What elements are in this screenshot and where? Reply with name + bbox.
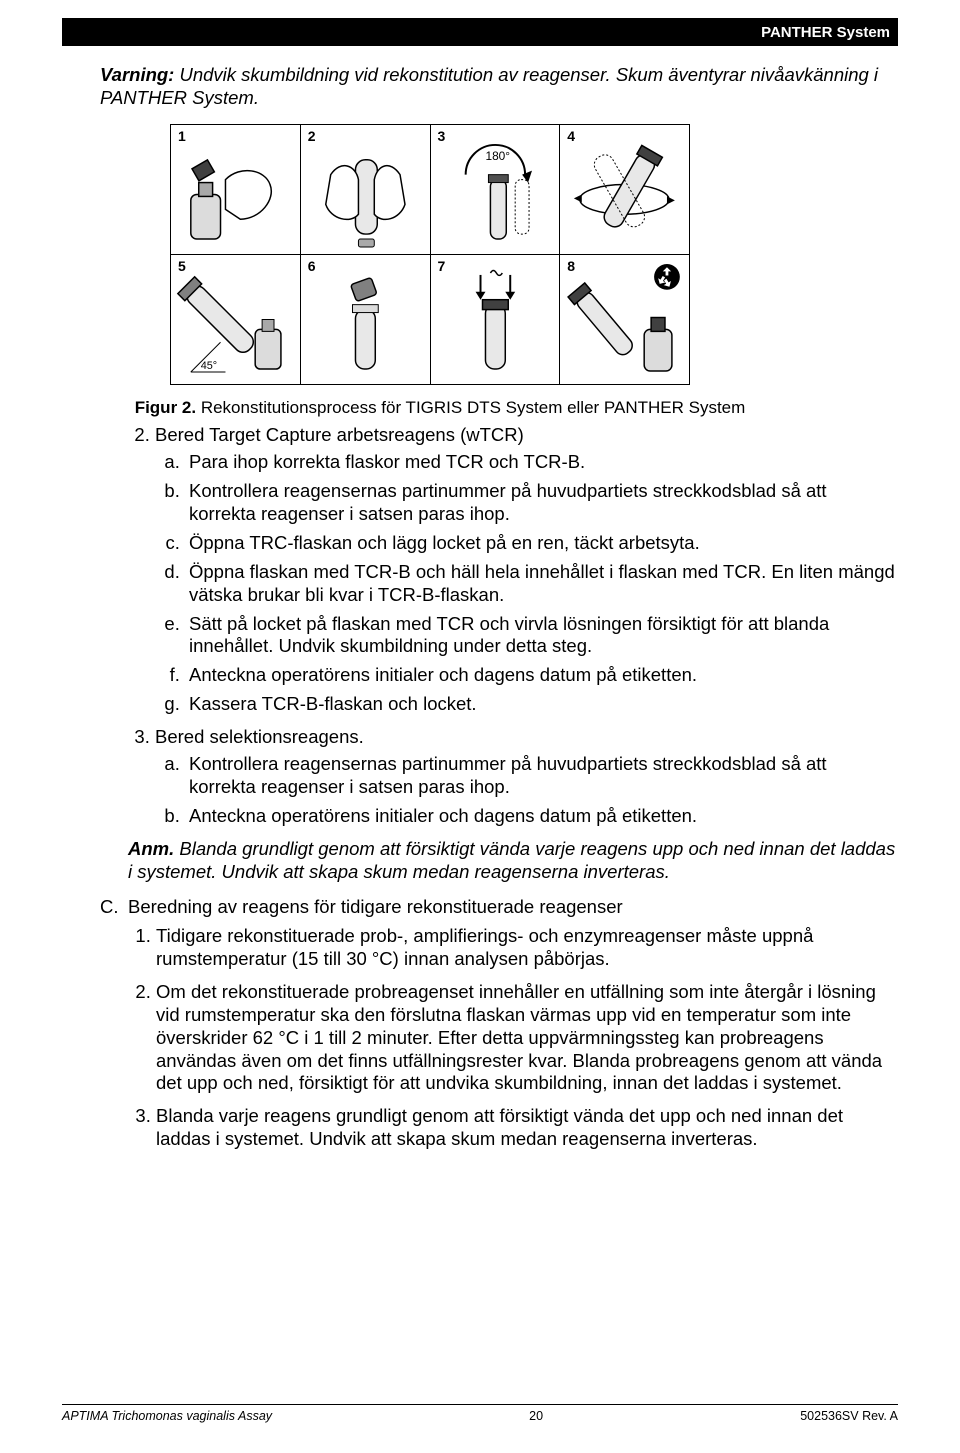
body-content: Varning: Undvik skumbildning vid rekonst… [100, 64, 898, 1161]
header-bar: PANTHER System [62, 18, 898, 46]
figure-caption-text: Rekonstitutionsprocess för TIGRIS DTS Sy… [201, 398, 745, 417]
footer-right: 502536SV Rev. A [800, 1409, 898, 1423]
step-2f: Anteckna operatörens initialer och dagen… [185, 664, 898, 687]
step-2c: Öppna TRC-flaskan och lägg locket på en … [185, 532, 898, 555]
footer-left: APTIMA Trichomonas vaginalis Assay [62, 1409, 272, 1423]
warning-text: Undvik skumbildning vid rekonstitution a… [100, 64, 878, 108]
step-3b: Anteckna operatörens initialer och dagen… [185, 805, 898, 828]
figure-caption: Figur 2. Rekonstitutionsprocess för TIGR… [100, 397, 780, 418]
section-c: C. Beredning av reagens för tidigare rek… [100, 896, 898, 1161]
step-2-block: Bered Target Capture arbetsreagens (wTCR… [100, 424, 898, 884]
section-c-2: Om det rekonstituerade probreagenset inn… [156, 981, 898, 1096]
step-2b: Kontrollera reagensernas partinummer på … [185, 480, 898, 526]
step-2a: Para ihop korrekta flaskor med TCR och T… [185, 451, 898, 474]
section-c-list: Tidigare rekonstituerade prob-, amplifie… [128, 925, 898, 1151]
figure-8-illustration [560, 255, 689, 384]
step-3-title: Bered selektionsreagens. [155, 726, 364, 747]
angle-180-label: 180° [485, 149, 510, 163]
ordered-list-main: Bered Target Capture arbetsreagens (wTCR… [100, 424, 898, 828]
section-c-marker: C. [100, 896, 128, 1161]
step-2-sublist: Para ihop korrekta flaskor med TCR och T… [155, 451, 898, 716]
note-label: Anm. [128, 838, 174, 859]
figure-cell-5: 5 45° [171, 254, 301, 384]
step-2-title: Bered Target Capture arbetsreagens (wTCR… [155, 424, 524, 445]
step-2: Bered Target Capture arbetsreagens (wTCR… [155, 424, 898, 716]
section-c-1: Tidigare rekonstituerade prob-, amplifie… [156, 925, 898, 971]
figure-cell-1: 1 [171, 124, 301, 254]
footer-center: 20 [529, 1409, 543, 1423]
page: PANTHER System Varning: Undvik skumbildn… [0, 0, 960, 1453]
note-text: Blanda grundligt genom att försiktigt vä… [128, 838, 895, 882]
figure-4-illustration [560, 125, 689, 254]
note-block: Anm. Blanda grundligt genom att försikti… [128, 838, 898, 884]
angle-45-label: 45° [201, 360, 217, 372]
step-2g: Kassera TCR-B-flaskan och locket. [185, 693, 898, 716]
figure-caption-label: Figur 2. [135, 398, 196, 417]
figure-cell-6: 6 [300, 254, 430, 384]
figure-cell-4: 4 [560, 124, 690, 254]
header-right-text: PANTHER System [761, 24, 890, 41]
step-3a: Kontrollera reagensernas partinummer på … [185, 753, 898, 799]
step-3: Bered selektionsreagens. Kontrollera rea… [155, 726, 898, 828]
warning-label: Varning: [100, 64, 174, 85]
step-2d: Öppna flaskan med TCR-B och häll hela in… [185, 561, 898, 607]
page-footer: APTIMA Trichomonas vaginalis Assay 20 50… [62, 1404, 898, 1423]
figure-1-illustration [171, 125, 300, 254]
figure-cell-3: 3 180° [430, 124, 560, 254]
figure-5-illustration: 45° [171, 255, 300, 384]
section-c-3: Blanda varje reagens grundligt genom att… [156, 1105, 898, 1151]
figure-grid: 1 2 [170, 124, 690, 385]
warning-paragraph: Varning: Undvik skumbildning vid rekonst… [100, 64, 898, 110]
figure-cell-7: 7 [430, 254, 560, 384]
figure-2-illustration [301, 125, 430, 254]
step-2e: Sätt på locket på flaskan med TCR och vi… [185, 613, 898, 659]
figure-6-illustration [301, 255, 430, 384]
figure-cell-2: 2 [300, 124, 430, 254]
figure-cell-8: 8 [560, 254, 690, 384]
figure-7-illustration [431, 255, 560, 384]
step-3-sublist: Kontrollera reagensernas partinummer på … [155, 753, 898, 828]
section-c-title: Beredning av reagens för tidigare rekons… [128, 896, 898, 919]
figure-3-illustration: 180° [431, 125, 560, 254]
